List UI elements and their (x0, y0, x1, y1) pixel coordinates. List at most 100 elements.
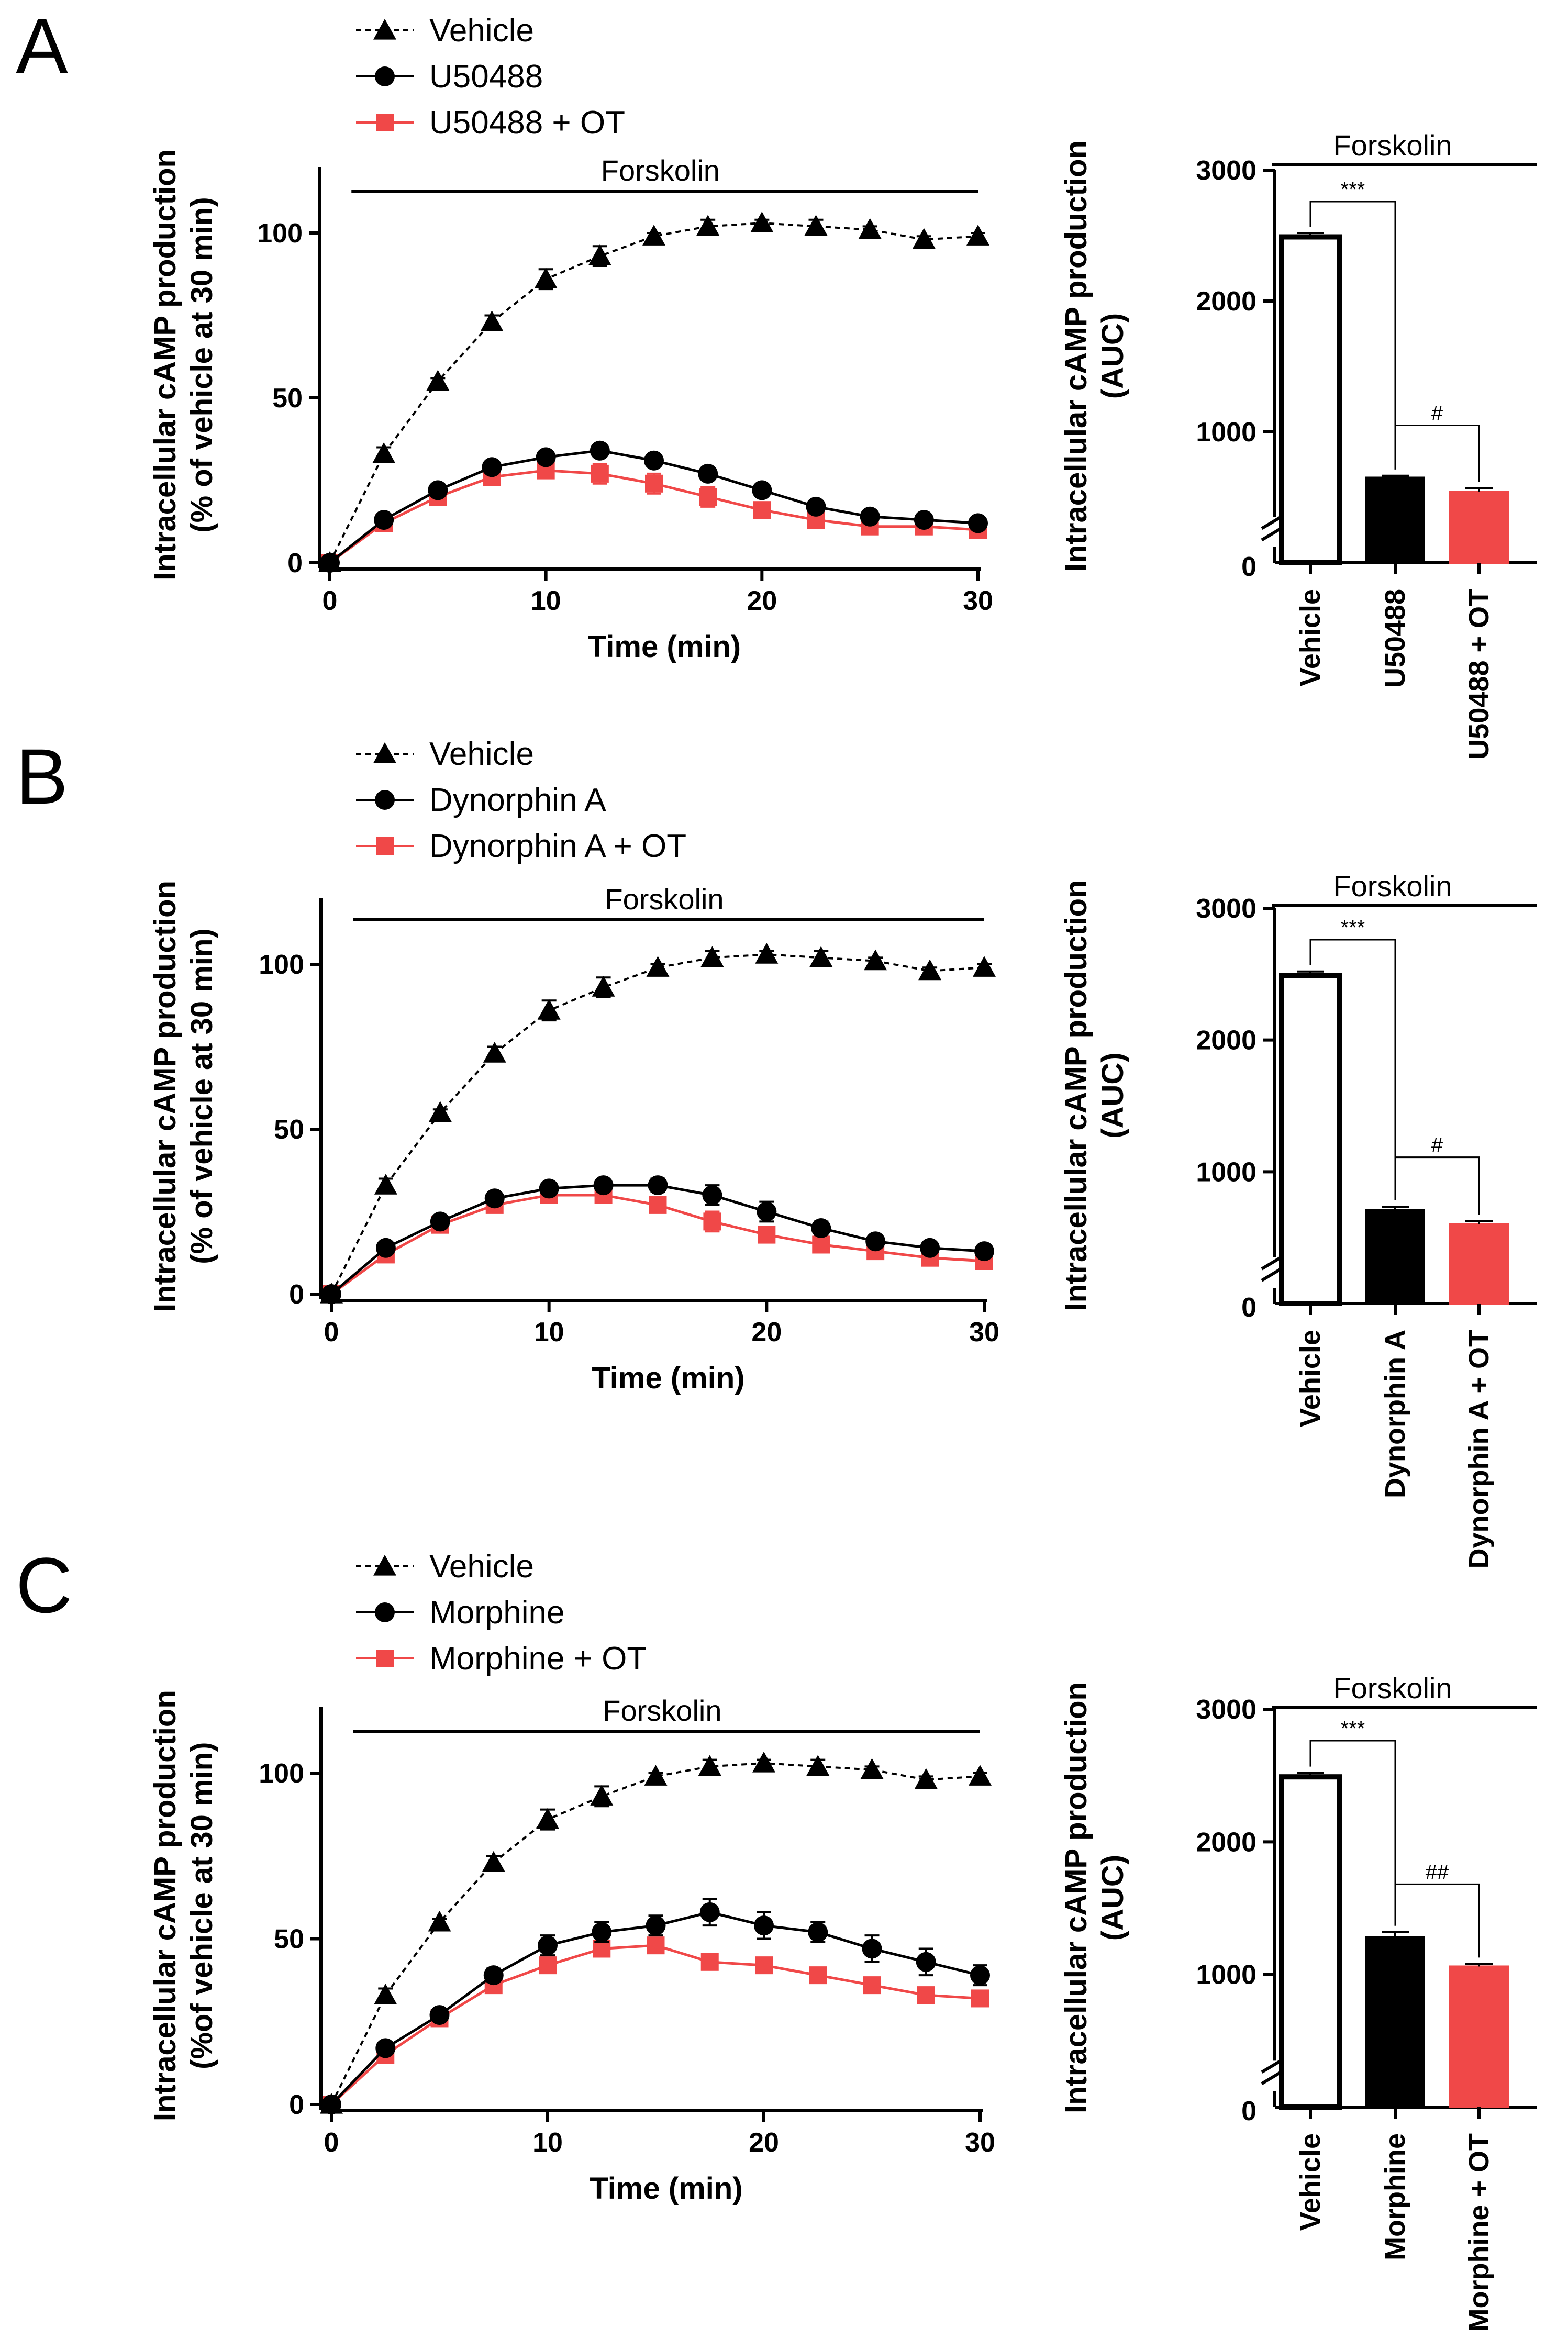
data-point (320, 1283, 343, 1304)
data-point (698, 463, 718, 484)
data-point (483, 1042, 506, 1063)
line-chart: 0 50 100 0 10 20 30 Time (min) Intracellular cAM… (148, 149, 993, 664)
data-point (484, 1188, 505, 1209)
significance-bracket: *** (1309, 916, 1396, 1201)
data-point (968, 513, 988, 533)
data-point (482, 457, 502, 477)
bracket-line (1309, 201, 1396, 470)
y-tick-label: 0 (287, 548, 303, 578)
x-axis-title: Time (min) (590, 2171, 742, 2206)
x-tick-label: 30 (963, 586, 993, 616)
data-point (320, 2093, 343, 2114)
data-point (858, 218, 882, 239)
x-tick-label: 30 (969, 1317, 999, 1347)
data-point (539, 1956, 557, 1975)
bar (1279, 234, 1342, 565)
series-line (330, 1944, 981, 2106)
data-point (648, 1175, 668, 1196)
data-point (758, 1226, 776, 1244)
forskolin-label: Forskolin (1333, 870, 1452, 903)
bar-y-tick-label: 3000 (1196, 155, 1256, 186)
data-point (811, 1218, 831, 1238)
y-tick-label: 100 (259, 950, 304, 980)
bar-y-tick-label: 0 (1241, 1293, 1256, 1323)
line-chart: 0 50 100 0 10 20 30 Time (min) Intracellular cAM… (148, 1690, 995, 2206)
panel-letter: B (16, 732, 68, 820)
y-tick-label: 50 (272, 383, 303, 414)
legend-entry: Vehicle (356, 1549, 534, 1585)
data-point (966, 225, 989, 246)
data-point (700, 946, 724, 967)
bar-y-axis-title-line2: (AUC) (1096, 1855, 1130, 1941)
legend-label: Vehicle (429, 1549, 534, 1585)
bar-category-label: U50488 + OT (1463, 589, 1495, 760)
bar-y-tick-label: 2000 (1196, 1827, 1256, 1857)
significance-bracket: *** (1309, 178, 1396, 470)
y-axis-title-line1: Intracellular cAMP production (148, 881, 182, 1312)
data-point (806, 1755, 830, 1776)
legend-label: Vehicle (429, 736, 534, 772)
series-1 (320, 440, 988, 573)
data-point (536, 1808, 559, 1829)
legend-entry: Morphine + OT (356, 1641, 647, 1677)
series-1 (321, 1898, 990, 2114)
data-point (375, 1238, 396, 1258)
bar-y-tick-label: 2000 (1196, 286, 1256, 317)
data-point (590, 1785, 614, 1806)
data-point (809, 1966, 827, 1985)
data-point (864, 949, 887, 971)
data-point (696, 215, 720, 236)
data-point (429, 2005, 450, 2025)
legend-label: Dynorphin A + OT (429, 828, 686, 864)
data-point (918, 959, 942, 981)
legend-entry: Vehicle (356, 736, 534, 772)
legend-entry: Morphine (356, 1595, 564, 1631)
x-axis-title: Time (min) (592, 1361, 744, 1395)
data-point (806, 496, 826, 517)
data-point (914, 1768, 938, 1789)
data-point (916, 1952, 936, 1972)
data-point (971, 1989, 989, 2008)
bracket-line (1394, 1883, 1480, 1958)
x-axis-title: Time (min) (588, 630, 741, 664)
data-point (698, 1755, 721, 1776)
data-point (917, 1986, 935, 2004)
data-point (588, 244, 611, 265)
bar-y-tick-label: 0 (1241, 2096, 1256, 2126)
data-point (700, 1953, 719, 1971)
legend-entry: Dynorphin A (356, 782, 606, 818)
data-point (646, 956, 670, 977)
data-point (372, 442, 396, 463)
bar-y-axis-title-line1: Intracellular cAMP production (1059, 140, 1093, 572)
x-tick-label: 10 (534, 1317, 564, 1347)
legend-marker (375, 66, 395, 86)
data-point (754, 1915, 774, 1936)
data-point (973, 956, 996, 977)
bar-y-axis-title-line1: Intracellular cAMP production (1059, 1682, 1093, 2113)
data-point (538, 1935, 558, 1956)
bar-y-tick-label: 3000 (1196, 1695, 1256, 1725)
data-point (860, 1758, 884, 1779)
x-tick-label: 10 (531, 586, 561, 616)
data-point (646, 1915, 666, 1936)
data-point (863, 1976, 881, 1995)
x-tick-label: 20 (751, 1317, 782, 1347)
bar (1279, 973, 1342, 1306)
significance-label: # (1431, 402, 1443, 425)
legend-label: Vehicle (429, 13, 534, 49)
bar-y-tick-label: 0 (1241, 552, 1256, 582)
data-point (647, 1936, 665, 1955)
legend-label: Morphine + OT (429, 1641, 647, 1677)
x-tick-label: 20 (747, 586, 777, 616)
bar (1449, 1965, 1509, 2108)
data-point (644, 450, 664, 471)
y-tick-label: 50 (274, 1924, 304, 1955)
bar-y-tick-label: 2000 (1196, 1026, 1256, 1056)
data-point (374, 1984, 397, 2004)
series-0 (320, 1752, 992, 2114)
x-tick-label: 10 (532, 2128, 563, 2158)
y-axis-title-line2: (% of vehicle at 30 min) (185, 197, 219, 532)
y-tick-label: 50 (274, 1115, 304, 1145)
